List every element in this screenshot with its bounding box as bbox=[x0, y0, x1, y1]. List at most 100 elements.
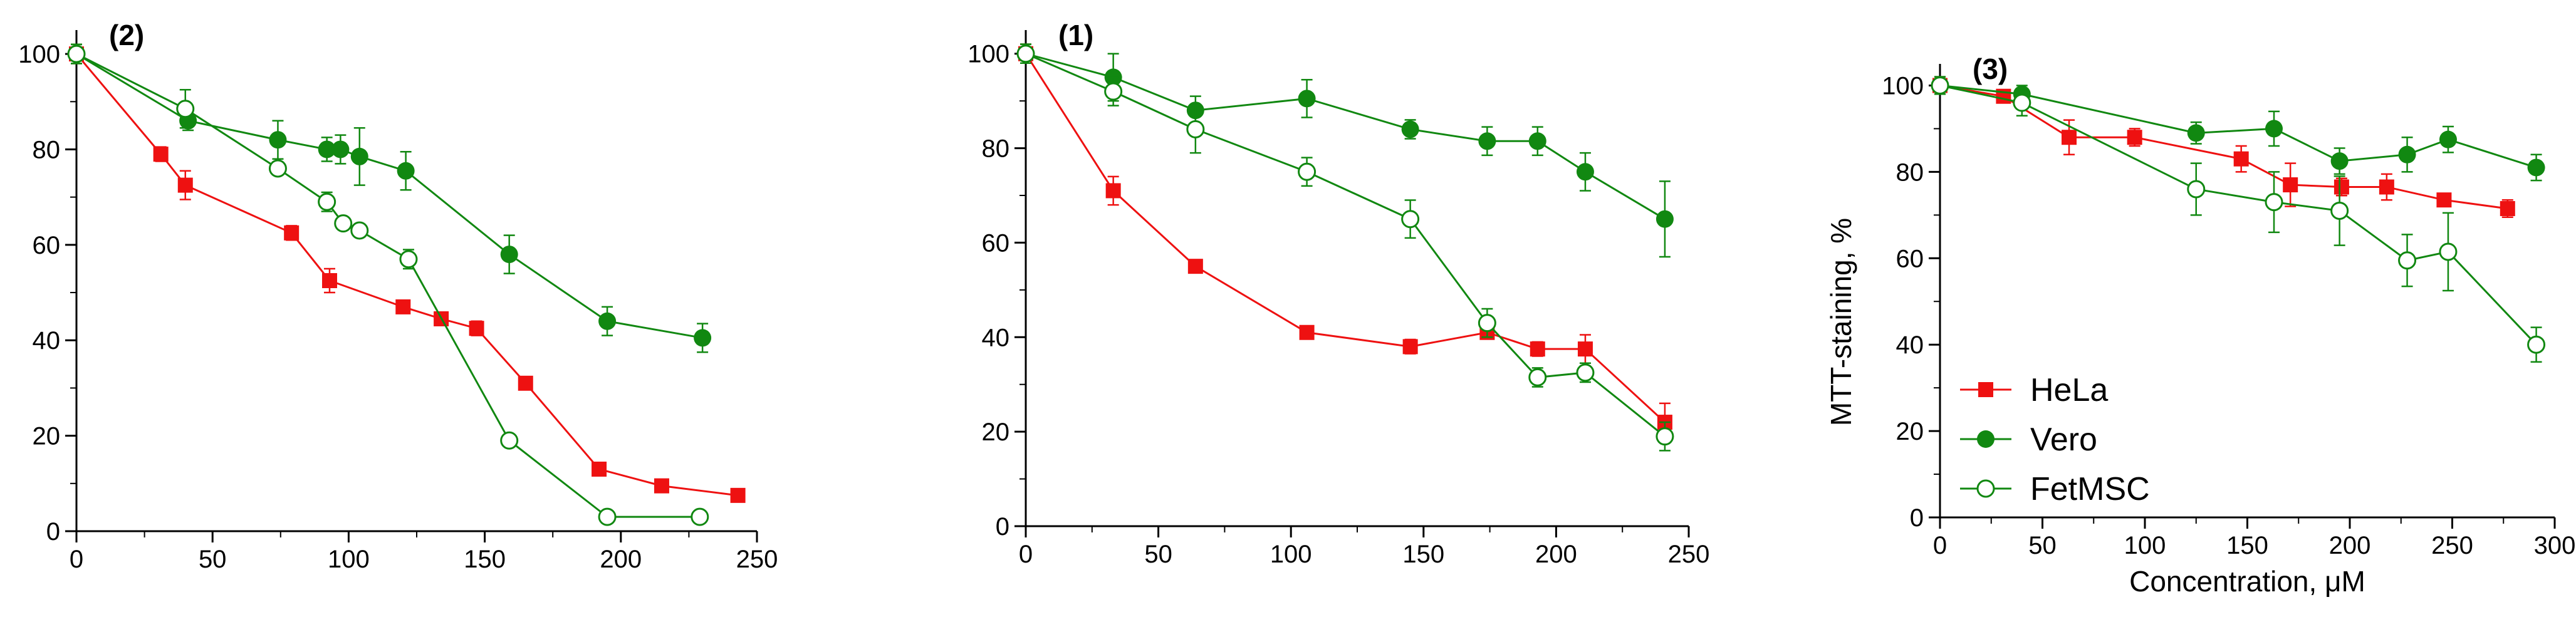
legend-item-fetmsc: FetMSC bbox=[1960, 471, 2150, 507]
data-point-fetmsc-2-8 bbox=[1656, 427, 1674, 446]
data-point-fetmsc-2-5 bbox=[350, 221, 369, 240]
data-point-fetmsc-2-7 bbox=[500, 431, 519, 450]
data-point-fetmsc-2-2 bbox=[1186, 120, 1205, 138]
data-point-fetmsc-2-5 bbox=[2398, 251, 2417, 270]
panel-label: (2) bbox=[109, 19, 144, 51]
legend: HeLa Vero FetMSC bbox=[1960, 372, 2150, 507]
x-tick-label: 250 bbox=[736, 546, 778, 573]
data-point-hela-0-2 bbox=[177, 177, 193, 193]
x-tick-label: 300 bbox=[2534, 532, 2576, 559]
data-point-fetmsc-2-7 bbox=[1576, 363, 1595, 382]
data-point-fetmsc-2-4 bbox=[334, 214, 353, 233]
data-point-hela-0-7 bbox=[2379, 179, 2394, 195]
data-point-hela-0-9 bbox=[2500, 200, 2515, 216]
data-point-hela-0-1 bbox=[1105, 183, 1121, 199]
data-point-vero-1-7 bbox=[1576, 163, 1594, 181]
x-tick-label: 50 bbox=[1144, 541, 1172, 568]
y-tick-label: 60 bbox=[33, 232, 61, 259]
data-point-vero-1-4 bbox=[1401, 120, 1419, 138]
data-point-vero-1-8 bbox=[1656, 210, 1674, 228]
data-point-fetmsc-2-7 bbox=[2527, 335, 2546, 354]
data-point-fetmsc-2-0 bbox=[1931, 76, 1949, 95]
x-tick-label: 100 bbox=[2124, 532, 2166, 559]
data-point-hela-0-11 bbox=[730, 487, 746, 503]
x-tick-label: 200 bbox=[2329, 532, 2371, 559]
y-tick-label: 20 bbox=[982, 418, 1010, 446]
x-tick-label: 150 bbox=[2226, 532, 2268, 559]
x-tick-label: 250 bbox=[1668, 541, 1710, 568]
data-point-fetmsc-2-6 bbox=[2439, 242, 2458, 261]
data-point-hela-0-4 bbox=[1402, 339, 1418, 355]
data-point-fetmsc-2-1 bbox=[176, 100, 195, 118]
data-point-fetmsc-2-0 bbox=[1016, 44, 1035, 63]
data-point-hela-0-7 bbox=[469, 321, 484, 336]
data-point-hela-0-2 bbox=[2062, 130, 2077, 145]
y-tick-label: 0 bbox=[1910, 504, 1924, 532]
data-point-fetmsc-2-5 bbox=[1478, 314, 1496, 333]
x-tick-label: 100 bbox=[1270, 541, 1312, 568]
data-point-vero-1-4 bbox=[331, 140, 350, 158]
data-point-vero-1-3 bbox=[2265, 120, 2283, 138]
series-line-fetmsc bbox=[1025, 53, 1666, 437]
y-tick-label: 100 bbox=[18, 41, 60, 68]
x-tick-label: 150 bbox=[464, 546, 506, 573]
y-axis-title: MTT-staining, % bbox=[1825, 218, 1857, 426]
x-tick-label: 250 bbox=[2431, 532, 2473, 559]
data-point-vero-1-5 bbox=[2398, 145, 2416, 163]
y-tick-label: 80 bbox=[33, 136, 61, 163]
data-point-hela-0-8 bbox=[2436, 192, 2452, 208]
x-tick-label: 200 bbox=[1535, 541, 1577, 568]
data-point-vero-1-5 bbox=[1478, 132, 1496, 150]
data-point-vero-1-legend bbox=[1977, 430, 1995, 448]
data-point-fetmsc-2-3 bbox=[318, 192, 336, 211]
data-point-vero-1-4 bbox=[2330, 152, 2349, 170]
panel-label: (3) bbox=[1973, 53, 2008, 85]
legend-label: HeLa bbox=[2030, 372, 2108, 408]
chart-panel-3: 0 50 100 150 200 250 300 0 20 40 60 80 100 (3) Concent… bbox=[1825, 53, 2575, 598]
data-point-vero-1-7 bbox=[2527, 158, 2545, 177]
data-point-fetmsc-2-0 bbox=[67, 44, 86, 63]
data-point-hela-0-3 bbox=[2127, 130, 2142, 145]
y-tick-label: 80 bbox=[982, 135, 1010, 163]
y-tick-label: 80 bbox=[1896, 158, 1924, 186]
y-tick-label: 20 bbox=[33, 423, 61, 450]
legend-item-hela: HeLa bbox=[1960, 372, 2108, 408]
data-point-hela-0-6 bbox=[1530, 341, 1545, 357]
data-point-vero-1-3 bbox=[1298, 90, 1316, 108]
y-tick-label: 0 bbox=[996, 513, 1009, 541]
x-tick-label: 150 bbox=[1402, 541, 1444, 568]
y-tick-label: 40 bbox=[982, 324, 1010, 351]
data-point-fetmsc-2-4 bbox=[2330, 201, 2349, 220]
data-point-hela-0-3 bbox=[284, 225, 300, 241]
data-point-hela-0-4 bbox=[321, 273, 337, 288]
data-point-vero-1-8 bbox=[598, 312, 617, 330]
data-point-hela-0-5 bbox=[395, 299, 411, 314]
legend-label: FetMSC bbox=[2030, 471, 2150, 507]
panel-label: (1) bbox=[1058, 19, 1093, 51]
data-point-fetmsc-2-legend bbox=[1976, 479, 1995, 498]
series-line-vero bbox=[76, 53, 703, 339]
y-tick-label: 60 bbox=[982, 229, 1010, 257]
series-line-hela bbox=[75, 53, 738, 497]
chart-panel-2: 0 50 100 150 200 250 0 20 40 60 80 100 (1) bbox=[967, 19, 1709, 568]
y-tick-label: 20 bbox=[1896, 418, 1924, 445]
x-axis-title: Concentration, μM bbox=[2129, 565, 2365, 598]
x-tick-label: 0 bbox=[1019, 541, 1033, 568]
data-point-fetmsc-2-8 bbox=[598, 507, 617, 526]
data-point-vero-1-2 bbox=[2187, 124, 2205, 142]
data-point-vero-1-2 bbox=[269, 131, 287, 149]
data-point-hela-0-3 bbox=[1299, 324, 1315, 340]
data-point-hela-0-5 bbox=[2283, 177, 2298, 193]
data-point-fetmsc-2-9 bbox=[691, 507, 709, 526]
data-point-fetmsc-2-4 bbox=[1401, 210, 1420, 229]
legend-label: Vero bbox=[2030, 422, 2097, 458]
data-point-vero-1-3 bbox=[318, 140, 336, 158]
y-tick-label: 40 bbox=[33, 327, 61, 355]
data-point-fetmsc-2-1 bbox=[1104, 82, 1123, 101]
data-point-vero-1-5 bbox=[350, 147, 368, 165]
y-tick-label: 40 bbox=[1896, 331, 1924, 359]
x-tick-label: 50 bbox=[2028, 532, 2057, 559]
x-tick-label: 200 bbox=[600, 546, 642, 573]
data-point-hela-0-9 bbox=[592, 461, 607, 477]
